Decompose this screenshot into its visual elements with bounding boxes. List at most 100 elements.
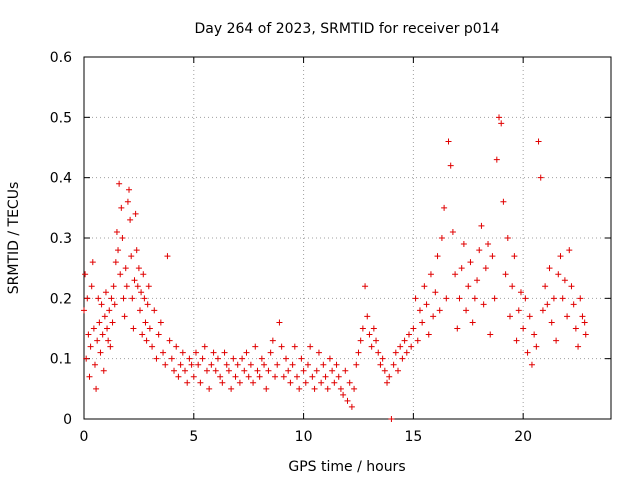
data-point [340,391,347,398]
data-point [401,337,408,344]
data-point [471,295,478,302]
data-point [386,373,393,380]
data-point [379,355,386,362]
x-tick-label: 0 [80,429,89,445]
data-point [239,355,246,362]
data-point [280,373,287,380]
data-point [302,379,309,386]
y-tick-label: 0.4 [50,171,72,187]
data-point [128,253,135,260]
data-point [107,343,114,350]
data-point [500,198,507,205]
data-point [432,289,439,296]
data-point [283,355,290,362]
data-point [493,156,500,163]
data-point [241,367,248,374]
data-point [219,379,226,386]
data-point [296,385,303,392]
data-point [300,367,307,374]
data-point [115,247,122,254]
data-point [427,271,434,278]
data-point [201,343,208,350]
data-point [113,228,120,235]
data-point [89,259,96,266]
data-point [274,361,281,368]
data-point [121,313,128,320]
data-point [489,253,496,260]
data-point [445,138,452,145]
data-point [456,295,463,302]
data-point [320,361,327,368]
data-point [504,235,511,241]
data-point [168,355,175,362]
data-point [458,265,465,272]
data-point [199,355,206,362]
data-point [177,361,184,368]
data-point [524,349,531,356]
data-point [491,295,498,302]
data-point [344,397,351,404]
data-point [333,361,340,368]
data-point [83,355,90,362]
data-point [171,367,178,374]
data-point [564,313,571,320]
data-point [164,253,171,260]
data-point [120,295,127,302]
data-point [110,283,117,290]
data-point [245,373,252,380]
data-point [517,289,524,296]
data-point [351,385,358,392]
data-point [291,343,298,350]
data-point [487,331,494,338]
data-point [258,355,265,362]
x-tick-label: 5 [189,429,198,445]
data-point [520,325,527,332]
x-tick-label: 20 [514,429,532,445]
data-point [408,343,415,350]
data-point [390,361,397,368]
data-point [331,379,338,386]
data-point [542,283,549,290]
data-point [243,349,250,356]
data-point [267,349,274,356]
data-point [509,283,516,290]
data-point [90,325,97,332]
data-point [132,210,139,217]
data-point [272,373,279,380]
data-point [134,283,141,290]
data-point [463,307,470,314]
data-point [179,349,186,356]
data-point [94,337,101,344]
data-point [126,186,133,193]
data-point [572,325,579,332]
data-point [263,385,270,392]
y-tick-label: 0.3 [50,231,72,247]
data-point [522,295,529,302]
data-point [315,349,322,356]
data-point [561,277,568,284]
data-point [112,259,119,266]
data-point [100,367,107,374]
data-point [160,349,167,356]
data-point [269,337,276,344]
data-point [526,313,533,320]
data-points [81,114,589,422]
data-point [228,385,235,392]
data-point [364,313,371,320]
data-point [127,216,134,223]
data-point [370,325,377,332]
data-point [278,343,285,350]
data-point [335,373,342,380]
data-point [577,295,584,302]
data-point [166,337,173,344]
data-point [403,349,410,356]
data-point [478,222,485,229]
data-point [87,343,94,350]
data-point [392,349,399,356]
data-point [460,241,467,248]
data-point [355,349,362,356]
data-point [91,361,98,368]
data-point [447,162,454,169]
data-point [375,349,382,356]
data-point [293,373,300,380]
